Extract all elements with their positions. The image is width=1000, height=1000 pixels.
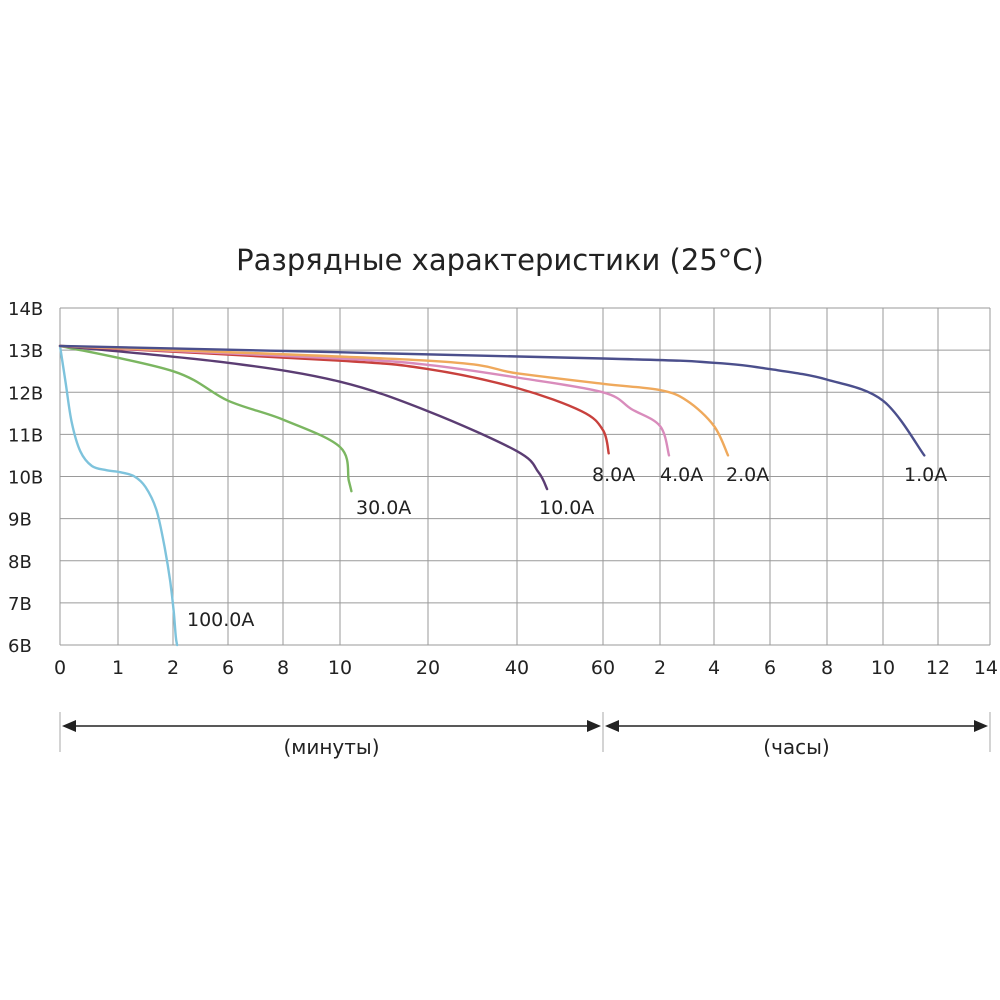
x-tick-label: 1	[112, 657, 124, 679]
series-label: 2.0A	[726, 464, 769, 486]
y-tick-label: 14В	[8, 299, 43, 320]
series-line-4.0A	[58, 344, 671, 457]
x-tick-label: 8	[821, 657, 833, 679]
series-labels: 100.0A 30.0A 10.0A 8.0A 4.0A 2.0A 1.0A	[187, 464, 947, 631]
x-unit-label: (часы)	[763, 735, 829, 759]
y-tick-label: 13В	[8, 341, 43, 362]
x-tick-label: 10	[328, 657, 352, 679]
x-tick-label: 2	[167, 657, 179, 679]
series-line-8.0A	[58, 344, 610, 455]
y-axis: 14В 13В 12В 11В 10В 9В 8В 7В 6В	[8, 299, 43, 657]
chart-title: Разрядные характеристики (25°C)	[236, 243, 764, 277]
chart-series	[58, 344, 926, 647]
x-tick-label: 20	[416, 657, 440, 679]
y-tick-label: 6В	[8, 636, 32, 657]
series-label: 30.0A	[356, 497, 411, 519]
series-label: 8.0A	[592, 464, 635, 486]
x-tick-label: 8	[277, 657, 289, 679]
x-tick-label: 6	[222, 657, 234, 679]
x-tick-label: 12	[926, 657, 950, 679]
y-tick-label: 8В	[8, 552, 32, 573]
series-line-1.0A	[58, 344, 926, 457]
series-label: 100.0A	[187, 609, 254, 631]
series-line-30.0A	[58, 344, 353, 493]
series-label: 4.0A	[660, 464, 703, 486]
series-label: 1.0A	[904, 464, 947, 486]
x-tick-label: 14	[974, 657, 998, 679]
x-tick-label: 0	[54, 657, 66, 679]
series-label: 10.0A	[539, 497, 594, 519]
x-tick-label: 4	[708, 657, 720, 679]
x-axis: 0 1 2 6 8 10 20 40 60 2 4 6 8 10 12 14	[54, 657, 998, 679]
x-tick-label: 40	[505, 657, 529, 679]
x-unit-brackets: (минуты) (часы)	[59, 712, 991, 759]
y-tick-label: 9В	[8, 510, 32, 531]
series-line-100.0A	[58, 344, 179, 647]
x-tick-label: 10	[871, 657, 895, 679]
y-tick-label: 7В	[8, 594, 32, 615]
y-tick-label: 10В	[8, 468, 43, 489]
x-tick-label: 60	[591, 657, 615, 679]
x-unit-label: (минуты)	[283, 735, 379, 759]
x-tick-label: 6	[764, 657, 776, 679]
y-tick-label: 12В	[8, 383, 43, 404]
y-tick-label: 11В	[8, 425, 43, 446]
chart-grid	[59, 307, 991, 646]
series-line-2.0A	[58, 344, 730, 457]
x-tick-label: 2	[654, 657, 666, 679]
series-line-10.0A	[58, 344, 549, 491]
